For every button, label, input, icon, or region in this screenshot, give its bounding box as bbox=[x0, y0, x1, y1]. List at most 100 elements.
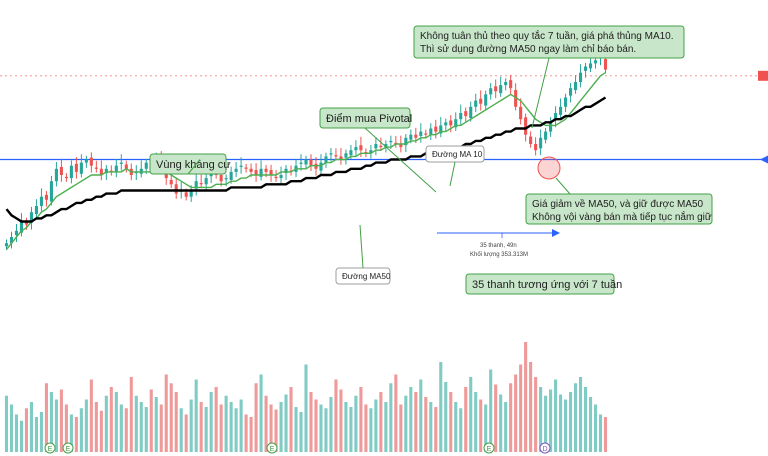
volume-bar bbox=[114, 392, 118, 452]
volume-bar bbox=[159, 404, 163, 452]
candle-body bbox=[284, 168, 288, 174]
volume-bar bbox=[4, 395, 9, 452]
candle bbox=[119, 154, 123, 171]
candle bbox=[429, 123, 433, 140]
candle bbox=[89, 152, 93, 173]
candle-body bbox=[274, 176, 278, 179]
event-marker: E bbox=[483, 442, 495, 454]
candle-body bbox=[189, 190, 193, 197]
ma10-label-callout-text: Đường MA 10 bbox=[432, 150, 483, 159]
volume-bar bbox=[199, 402, 203, 452]
candle bbox=[199, 174, 203, 189]
candle bbox=[84, 155, 88, 168]
candle bbox=[444, 118, 448, 131]
volume-bar bbox=[394, 374, 398, 452]
volume-bar bbox=[279, 402, 283, 452]
candle bbox=[479, 90, 483, 111]
volume-bar bbox=[369, 408, 373, 452]
volume-bar bbox=[569, 392, 573, 452]
candle bbox=[474, 93, 478, 113]
ma10-line bbox=[5, 72, 606, 250]
candle-body bbox=[344, 153, 348, 158]
candle bbox=[588, 58, 593, 73]
volume-bar bbox=[24, 408, 29, 452]
candle-body bbox=[219, 175, 223, 182]
candle bbox=[484, 90, 488, 110]
volume-bar bbox=[294, 407, 298, 452]
event-marker: E bbox=[44, 442, 56, 454]
candle bbox=[49, 175, 53, 206]
candle-body bbox=[464, 111, 468, 117]
candle bbox=[29, 206, 34, 230]
candle bbox=[234, 161, 238, 178]
volume-bar bbox=[169, 383, 173, 452]
volume-bar bbox=[464, 387, 468, 452]
volume-bar bbox=[74, 417, 78, 452]
candle-body bbox=[114, 165, 118, 172]
reference-lines bbox=[0, 70, 768, 164]
volume-bar bbox=[189, 399, 193, 452]
candle-body bbox=[484, 94, 488, 106]
volume-bar bbox=[593, 404, 598, 452]
ma50-line bbox=[5, 96, 607, 223]
candle bbox=[69, 160, 73, 184]
candle-body bbox=[603, 59, 608, 70]
candle bbox=[404, 134, 408, 153]
volume-bar bbox=[549, 389, 553, 452]
candle-body bbox=[69, 165, 73, 179]
candle bbox=[374, 137, 378, 156]
candle bbox=[539, 129, 543, 156]
candle-body bbox=[84, 159, 88, 163]
candle-body bbox=[54, 168, 58, 182]
volume-bar bbox=[14, 414, 19, 452]
candle bbox=[329, 148, 333, 162]
volume-bar bbox=[289, 387, 293, 452]
volume-bar bbox=[284, 394, 288, 452]
event-marker-label: D bbox=[542, 446, 547, 453]
volume-bar bbox=[59, 389, 63, 452]
volume-bar bbox=[299, 412, 303, 452]
candle-body bbox=[204, 178, 208, 185]
candle-body bbox=[539, 137, 543, 149]
ma50-hold-callout-text: Giá giảm về MA50, và giữ được MA50 bbox=[532, 198, 704, 210]
volume-bar bbox=[219, 404, 223, 452]
candle-body bbox=[414, 134, 418, 138]
volume-bar bbox=[454, 402, 458, 452]
candle-body bbox=[49, 181, 53, 202]
volume-bar bbox=[399, 404, 403, 452]
volume-bar bbox=[449, 392, 453, 452]
candle bbox=[439, 117, 443, 138]
candle bbox=[59, 158, 63, 182]
volume-bar bbox=[474, 392, 478, 452]
candle-body bbox=[304, 159, 308, 165]
candle bbox=[239, 157, 243, 174]
candle-body bbox=[439, 125, 443, 134]
candle-body bbox=[578, 72, 583, 82]
candle-body bbox=[544, 131, 548, 140]
candle bbox=[464, 107, 468, 123]
event-marker-label: E bbox=[270, 446, 275, 453]
volume-bar bbox=[259, 374, 263, 452]
candle bbox=[274, 170, 278, 182]
volume-bar bbox=[254, 383, 258, 452]
volume-bar bbox=[99, 410, 103, 452]
volume-bar bbox=[419, 379, 423, 452]
event-marker-label: E bbox=[66, 446, 71, 453]
candle-body bbox=[194, 181, 198, 189]
volume-bar bbox=[44, 383, 48, 452]
event-marker: E bbox=[266, 442, 278, 454]
volume-bar bbox=[479, 399, 483, 452]
volume-bar bbox=[49, 392, 53, 452]
candle-body bbox=[549, 122, 553, 132]
candle bbox=[578, 64, 583, 88]
volume-bar bbox=[344, 402, 348, 452]
candle bbox=[509, 74, 513, 96]
candle bbox=[469, 101, 473, 122]
candle-body bbox=[229, 171, 233, 180]
pivot-buy-callout-text: Điểm mua Pivotal bbox=[326, 113, 412, 125]
candle-body bbox=[374, 144, 378, 149]
candle-body bbox=[389, 140, 393, 143]
candle-body bbox=[384, 144, 388, 148]
volume-bar bbox=[544, 395, 548, 452]
bars35-callout-text: 35 thanh tương ứng với 7 tuần bbox=[472, 279, 622, 291]
